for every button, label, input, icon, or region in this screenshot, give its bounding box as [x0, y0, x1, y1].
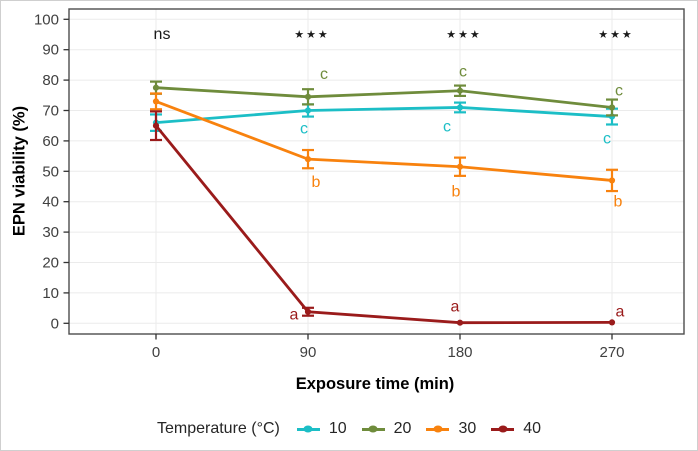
series-line	[154, 124, 613, 325]
y-tick-label: 100	[34, 11, 59, 28]
series-line	[155, 106, 613, 125]
data-point	[152, 84, 160, 91]
sig-label-stars: ★★★	[294, 29, 330, 41]
group-letter: c	[443, 118, 451, 135]
group-letter: c	[459, 64, 467, 81]
data-point	[152, 122, 160, 129]
legend-label: 40	[523, 420, 542, 437]
x-tick-label: 0	[152, 344, 160, 361]
legend-label: 10	[328, 420, 347, 437]
legend-key-icon	[296, 425, 320, 434]
data-point	[456, 163, 464, 170]
y-axis-title: EPN viability (%)	[10, 105, 29, 237]
data-point	[152, 98, 160, 105]
group-letter: c	[300, 121, 308, 138]
data-point	[304, 93, 312, 100]
x-tick-label: 270	[599, 344, 624, 361]
legend-item-20: 20	[361, 420, 412, 438]
series-line	[155, 100, 613, 182]
legend-item-10: 10	[296, 420, 347, 438]
legend-item-40: 40	[491, 420, 541, 438]
y-tick-label: 10	[42, 285, 59, 302]
axis-ticks	[63, 18, 613, 340]
y-tick-label: 20	[42, 255, 59, 272]
sig-label-ns: ns	[154, 26, 171, 43]
data-point	[304, 156, 312, 163]
group-letter: c	[615, 82, 623, 99]
gridlines	[69, 9, 684, 334]
data-point	[304, 107, 312, 114]
legend-label: 20	[393, 420, 412, 437]
data-point	[456, 104, 464, 111]
legend: Temperature (°C) 10 20 30 40	[1, 417, 697, 441]
data-point	[456, 87, 464, 94]
x-axis-title: Exposure time (min)	[295, 375, 455, 393]
y-tick-label: 0	[51, 315, 59, 332]
group-letter: a	[616, 303, 625, 320]
sig-label-stars: ★★★	[598, 29, 634, 41]
data-point	[608, 104, 616, 111]
group-letter: a	[451, 299, 460, 316]
y-tick-label: 70	[42, 103, 59, 120]
group-letter: a	[290, 307, 299, 324]
group-letter: b	[452, 184, 461, 201]
series-20: c c c	[150, 64, 623, 117]
legend-label: 30	[458, 420, 477, 437]
series-30: b b b	[150, 92, 623, 210]
legend-key-icon	[491, 425, 515, 434]
group-letter: b	[312, 174, 321, 191]
legend-key-icon	[426, 425, 450, 434]
group-letter: b	[614, 193, 623, 210]
legend-key-icon	[361, 425, 385, 434]
group-letter: c	[320, 66, 328, 83]
y-tick-label: 30	[42, 224, 59, 241]
y-tick-label: 90	[42, 42, 59, 59]
data-point	[608, 319, 616, 326]
data-point	[608, 177, 616, 184]
legend-items: 10 20 30 40	[296, 420, 541, 438]
x-tick-label: 90	[300, 344, 317, 361]
data-point	[456, 319, 464, 326]
y-tick-label: 80	[42, 72, 59, 89]
x-tick-label: 180	[447, 344, 472, 361]
y-tick-label: 60	[42, 133, 59, 150]
sig-label-stars: ★★★	[446, 29, 482, 41]
legend-title: Temperature (°C)	[156, 420, 280, 437]
y-tick-label: 50	[42, 163, 59, 180]
legend-item-30: 30	[426, 420, 476, 438]
y-tick-label: 40	[42, 194, 59, 211]
data-point	[304, 308, 312, 315]
series-line	[155, 86, 613, 109]
group-letter: c	[603, 131, 611, 148]
